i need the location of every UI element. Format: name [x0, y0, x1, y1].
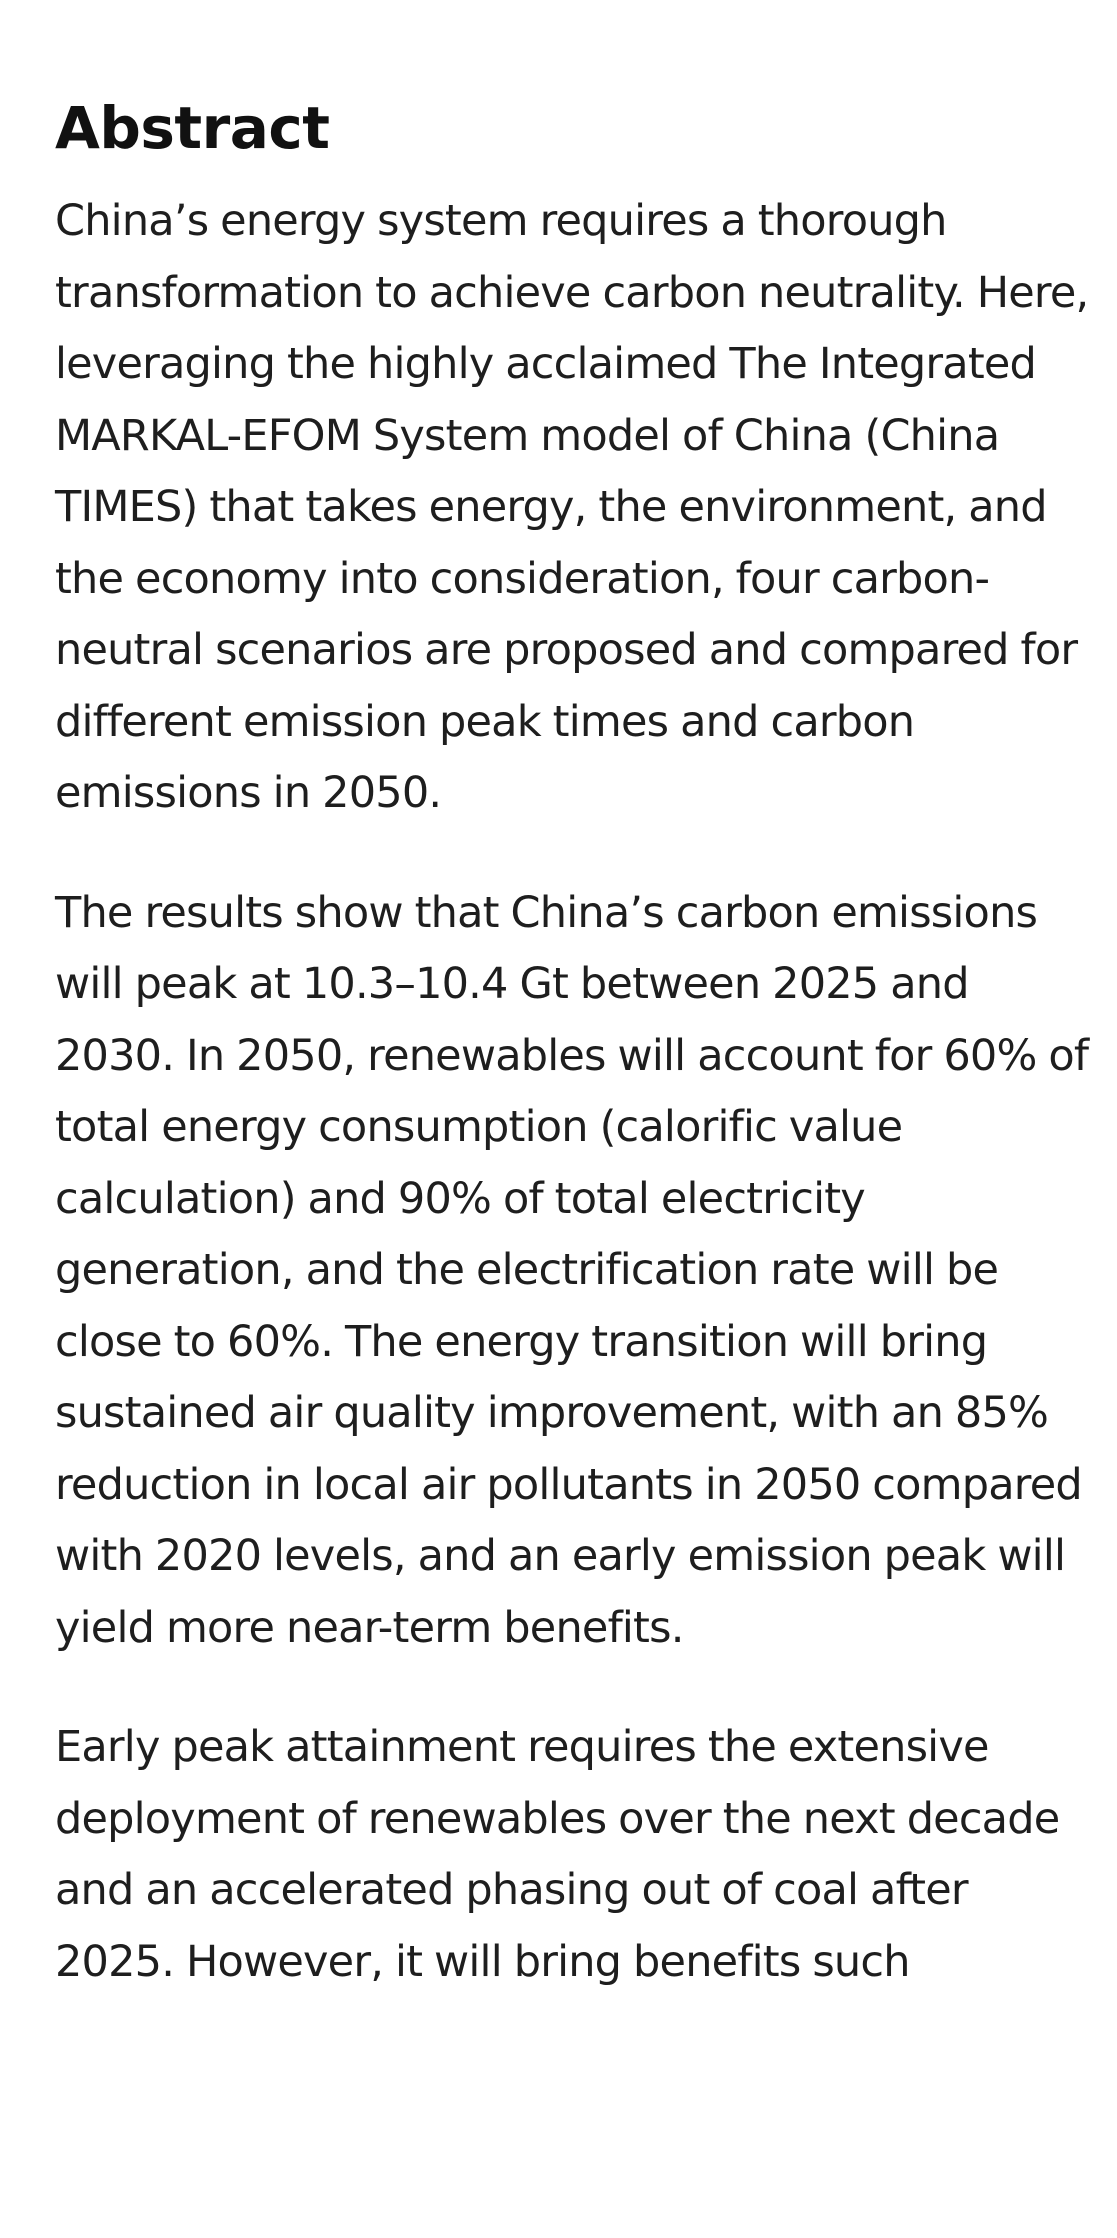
abstract-section: Abstract China’s energy system requires … — [55, 92, 1095, 2046]
abstract-paragraph-3: Early peak attainment requires the exten… — [55, 1722, 1060, 1987]
abstract-paragraph-1: China’s energy system requires a thoroug… — [55, 196, 1089, 818]
abstract-paragraph-2: The results show that China’s carbon emi… — [55, 887, 1089, 1653]
abstract-heading: Abstract — [55, 94, 330, 162]
